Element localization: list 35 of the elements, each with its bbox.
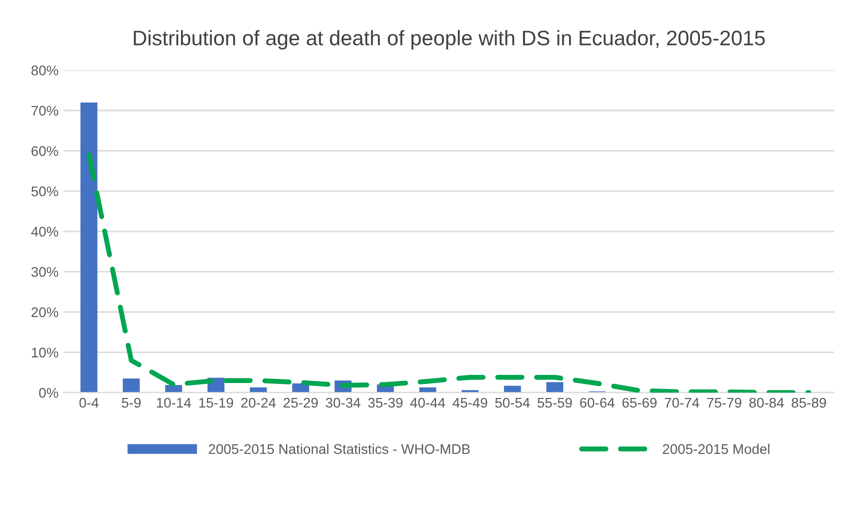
- line-series: [86, 152, 812, 393]
- legend-label: 2005-2015 National Statistics - WHO-MDB: [208, 444, 470, 454]
- bar: [504, 386, 521, 393]
- y-tick-label: 40%: [31, 226, 58, 237]
- x-tick-label: 65-69: [622, 398, 657, 408]
- y-tick-label: 20%: [32, 307, 58, 318]
- x-tick-label: 5-9: [122, 398, 141, 408]
- x-tick-label: 80-84: [749, 398, 784, 408]
- x-tick-label: 40-44: [410, 398, 446, 408]
- x-tick-label: 60-64: [580, 398, 614, 408]
- x-tick-label: 55-59: [538, 398, 572, 408]
- x-tick-label: 15-19: [199, 398, 234, 408]
- y-tick-label: 30%: [31, 267, 58, 277]
- y-tick-label: 80%: [31, 66, 58, 76]
- x-tick-label: 75-79: [707, 398, 742, 408]
- x-tick-label: 25-29: [284, 398, 318, 408]
- y-tick-label: 60%: [32, 146, 58, 156]
- x-tick-label: 45-49: [452, 398, 488, 408]
- y-tick-label: 70%: [32, 106, 58, 116]
- x-tick-label: 70-74: [664, 398, 700, 408]
- x-tick-label: 0-4: [79, 398, 99, 408]
- chart-title: Distribution of age at death of people with DS in Ecuador, 2005-2015: [134, 30, 765, 50]
- bar: [546, 382, 564, 393]
- x-tick-label: 10-14: [156, 398, 191, 408]
- x-tick-label: 30-34: [326, 398, 360, 408]
- y-tick-label: 50%: [31, 186, 58, 196]
- x-tick-label: 20-24: [241, 398, 276, 408]
- y-tick-label: 0%: [39, 388, 58, 398]
- bar: [122, 378, 140, 393]
- x-tick-label: 35-39: [368, 398, 402, 408]
- x-tick-label: 85-89: [792, 398, 826, 408]
- legend-label: 2005-2015 Model: [662, 444, 770, 454]
- x-tick-label: 50-54: [495, 398, 530, 408]
- y-tick-label: 10%: [32, 348, 58, 358]
- bar: [80, 102, 98, 393]
